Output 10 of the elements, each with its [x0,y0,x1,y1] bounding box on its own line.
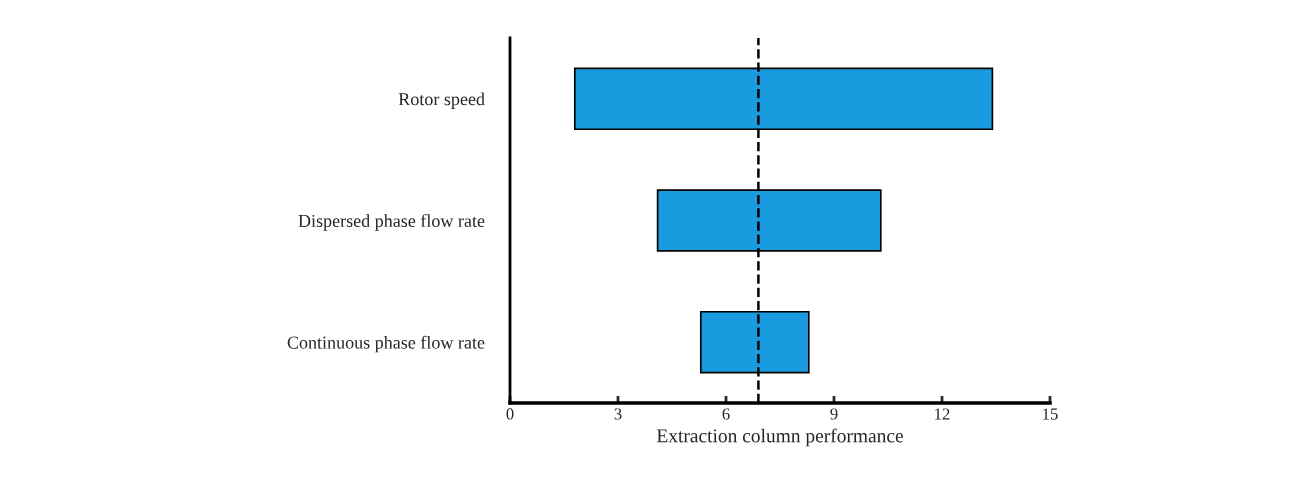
x-axis-title: Extraction column performance [656,428,903,447]
y-tick-label: Continuous phase flow rate [287,335,485,353]
y-tick-label: Rotor speed [398,92,485,109]
x-tick-label: 12 [935,408,950,420]
y-tick-label: Dispersed phase flow rate [298,214,485,231]
x-tick-label: 3 [614,408,622,420]
x-tick-label: 9 [830,408,838,420]
x-tick-label: 0 [506,408,514,420]
x-tick-label: 6 [722,408,730,420]
x-tick-label: 15 [1043,408,1058,420]
